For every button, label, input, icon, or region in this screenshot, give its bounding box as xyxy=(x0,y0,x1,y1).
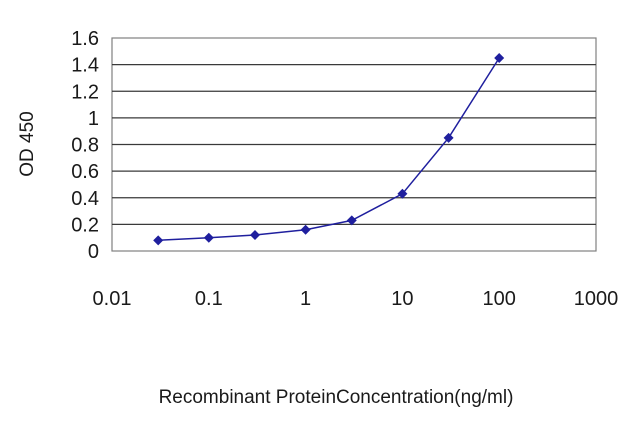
x-tick-label: 0.1 xyxy=(195,288,223,310)
data-point xyxy=(249,230,260,241)
data-point xyxy=(494,52,505,63)
y-tick-label: 0.4 xyxy=(71,188,99,210)
x-axis-label: Recombinant ProteinConcentration(ng/ml) xyxy=(159,387,514,408)
data-points xyxy=(153,52,505,246)
x-tick-label: 10 xyxy=(391,288,413,310)
data-point xyxy=(397,188,408,199)
y-tick-label: 1 xyxy=(88,108,99,130)
x-tick-label: 1 xyxy=(300,288,311,310)
x-tick-labels: 0.01 0.1 1 10 100 1000 xyxy=(93,288,619,310)
data-point xyxy=(443,132,454,143)
y-tick-label: 1.4 xyxy=(71,55,99,77)
y-tick-label: 0.8 xyxy=(71,135,99,157)
x-tick-label: 100 xyxy=(483,288,516,310)
y-tick-label: 0.2 xyxy=(71,214,99,236)
y-tick-label: 0.6 xyxy=(71,161,99,183)
x-tick-label: 0.01 xyxy=(93,288,132,310)
data-point xyxy=(203,232,214,243)
y-axis-label: OD 450 xyxy=(17,111,38,176)
y-tick-label: 1.2 xyxy=(71,81,99,103)
data-point xyxy=(300,224,311,235)
series-line xyxy=(158,57,500,242)
data-point xyxy=(153,235,164,246)
y-tick-labels: 0 0.2 0.4 0.6 0.8 1 1.2 1.4 1.6 xyxy=(71,28,99,263)
data-point xyxy=(346,215,357,226)
grid-lines xyxy=(112,63,596,226)
series-lines xyxy=(158,57,500,242)
y-tick-label: 0 xyxy=(88,241,99,263)
x-tick-label: 1000 xyxy=(574,288,619,310)
y-tick-label: 1.6 xyxy=(71,28,99,50)
